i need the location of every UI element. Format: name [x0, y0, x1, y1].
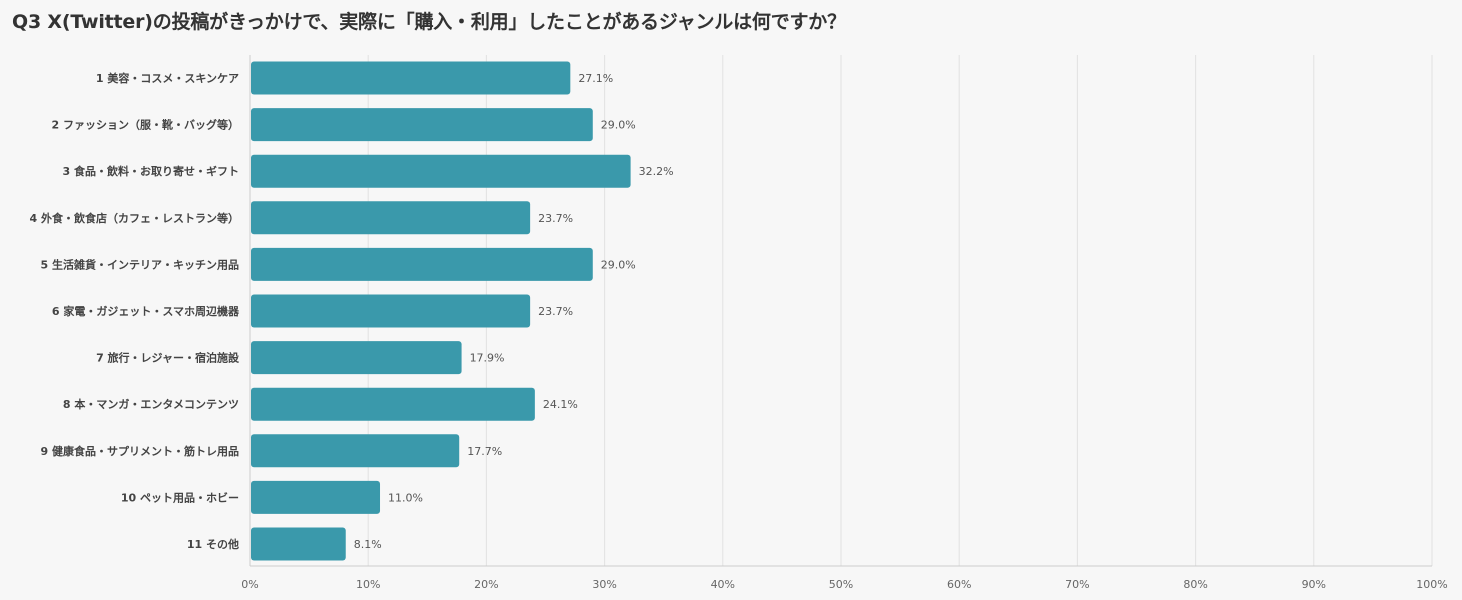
bar — [251, 294, 531, 328]
category-label: 7 旅行・レジャー・宿泊施設 — [96, 351, 240, 365]
x-tick-label: 30% — [592, 578, 616, 591]
value-label: 27.1% — [578, 72, 613, 85]
bar — [251, 247, 593, 281]
x-tick-label: 10% — [356, 578, 380, 591]
value-label: 29.0% — [601, 258, 636, 271]
value-label: 11.0% — [388, 491, 423, 504]
value-label: 32.2% — [639, 165, 674, 178]
bar — [251, 61, 571, 95]
x-tick-label: 40% — [711, 578, 735, 591]
category-label: 3 食品・飲料・お取り寄せ・ギフト — [63, 164, 239, 178]
value-label: 17.9% — [470, 352, 505, 365]
x-tick-label: 100% — [1416, 578, 1447, 591]
bar — [251, 201, 531, 235]
category-label: 2 ファッション（服・靴・バッグ等） — [52, 118, 239, 132]
category-label: 1 美容・コスメ・スキンケア — [96, 71, 239, 85]
category-label: 11 その他 — [187, 537, 239, 551]
value-label: 23.7% — [538, 212, 573, 225]
bar — [251, 434, 460, 468]
x-tick-label: 50% — [829, 578, 853, 591]
x-tick-label: 20% — [474, 578, 498, 591]
chart-title: Q3 X(Twitter)の投稿がきっかけで、実際に「購入・利用」したことがある… — [12, 11, 846, 33]
category-label: 8 本・マンガ・エンタメコンテンツ — [63, 397, 239, 411]
value-label: 8.1% — [354, 538, 382, 551]
bar — [251, 154, 631, 188]
value-label: 23.7% — [538, 305, 573, 318]
x-tick-label: 70% — [1065, 578, 1089, 591]
x-tick-label: 0% — [241, 578, 258, 591]
bar — [251, 387, 535, 421]
category-label: 10 ペット用品・ホビー — [121, 490, 239, 504]
x-tick-label: 60% — [947, 578, 971, 591]
x-tick-label: 90% — [1302, 578, 1326, 591]
bar — [251, 108, 593, 142]
value-label: 29.0% — [601, 119, 636, 132]
category-label: 6 家電・ガジェット・スマホ周辺機器 — [52, 304, 240, 318]
bar — [251, 527, 346, 561]
bar — [251, 480, 381, 514]
category-label: 9 健康食品・サプリメント・筋トレ用品 — [41, 444, 239, 458]
x-tick-label: 80% — [1183, 578, 1207, 591]
bar — [251, 341, 462, 375]
value-label: 24.1% — [543, 398, 578, 411]
category-label: 5 生活雑貨・インテリア・キッチン用品 — [41, 257, 239, 271]
value-label: 17.7% — [467, 445, 502, 458]
category-label: 4 外食・飲食店（カフェ・レストラン等） — [30, 211, 239, 225]
